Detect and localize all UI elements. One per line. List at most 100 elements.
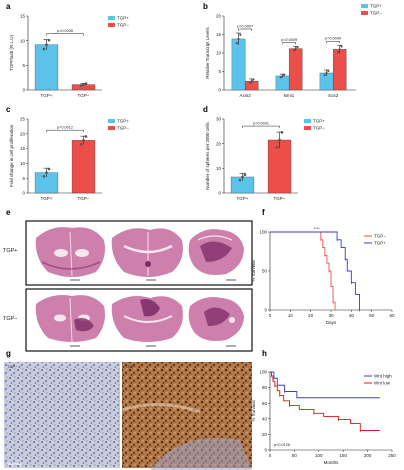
data-point-a-0-1	[45, 43, 48, 46]
x-tick-label-f: 30	[328, 313, 334, 318]
data-point-c-1-1	[82, 139, 85, 142]
x-tick-label-h: 200	[364, 453, 372, 458]
legend-label-c-0: TGP+	[117, 119, 129, 124]
survival-curve-h-0	[270, 371, 380, 399]
survival-curve-f-1	[270, 231, 360, 310]
legend-swatch-b-0	[361, 4, 368, 8]
panel-letter-f: f	[262, 208, 265, 217]
legend-swatch-d-1	[304, 126, 311, 130]
chart-a: 0 5 10 15 TOPFlash (R.L.U) TGP+ TGP− p=0.0035 TG…	[9, 14, 129, 98]
y-tick-label-b: 5	[218, 69, 221, 74]
data-point-a-0-2	[47, 38, 51, 42]
data-point-a-1-2	[84, 82, 88, 85]
legend-label-h-1: Wnt low	[374, 381, 391, 386]
data-point-b-2-0-1	[325, 71, 328, 75]
y-tick-label-h: 0	[264, 448, 267, 453]
y-axis-label-h: % Survival	[251, 400, 256, 421]
chart-f: 0 50 100 % Survival 0 10 20 30 40 50 60 Days TGP− TGP…	[251, 227, 395, 325]
legend-label-h-0: Wnt high	[374, 374, 392, 379]
data-point-b-1-0-2	[283, 73, 286, 76]
y-tick-label-a: 5	[22, 63, 25, 68]
legend-label-f-1: TGP+	[374, 241, 386, 246]
legend-label-d-1: TGP−	[313, 126, 325, 131]
y-tick-label-h: 60	[262, 401, 268, 406]
legend-label-f-0: TGP−	[374, 234, 386, 239]
legend-swatch-b-1	[361, 11, 368, 15]
legend-label-a-1: TGP−	[117, 23, 129, 28]
y-axis-label-c: Fold change in cell proliferation	[9, 124, 14, 187]
bar-d-1	[267, 139, 292, 194]
he-section-coronal-forebrain-tgp-pos	[35, 227, 105, 277]
data-point-b-2-0-0	[323, 73, 326, 77]
chart-d: 0 10 20 30 Number of spheres per 2000 cells T…	[205, 117, 325, 201]
significance-f: ****	[314, 227, 320, 231]
data-point-d-1-2	[280, 131, 284, 134]
data-point-c-1-0	[79, 143, 83, 146]
y-tick-label-c: 25	[20, 117, 26, 122]
data-point-b-0-0-0	[235, 41, 238, 45]
data-point-d-1-1	[278, 138, 281, 142]
data-point-c-0-0	[42, 175, 46, 178]
significance-bracket-b-2	[326, 40, 340, 44]
y-tick-label-h: 40	[262, 416, 268, 421]
x-tick-label-f: 0	[269, 313, 272, 318]
x-tick-label-h: 150	[339, 453, 347, 458]
y-tick-label-c: 15	[20, 146, 26, 151]
panel-letter-d: d	[203, 105, 208, 114]
data-point-b-1-0-0	[279, 76, 282, 79]
y-tick-label-c: 0	[22, 191, 25, 196]
data-point-b-2-0-2	[327, 69, 330, 73]
ihc-panel: TGP− TGP+	[4, 362, 252, 470]
he-section-coronal-hindbrain-tgp-pos	[188, 229, 244, 275]
chart-c: 0 5 10 15 20 25 Fold change in cell proliferat…	[9, 117, 129, 201]
he-row-frame-tgp-pos	[25, 220, 253, 286]
p-value-b-2: p=0.0009	[325, 37, 341, 41]
x-tick-label-b: Axin2	[239, 93, 251, 98]
he-row-label-tgp-pos: TGP+	[3, 248, 18, 254]
p-value-c: p=0.0012	[57, 126, 73, 130]
x-axis-label-h: Months	[324, 460, 340, 465]
he-brain-panel: TGP+ TGP−	[3, 220, 253, 352]
significance-bracket-d	[242, 125, 280, 129]
legend-label-c-1: TGP−	[117, 126, 129, 131]
legend-label-b-1: TGP−	[370, 11, 382, 16]
survival-curve-h-1	[270, 371, 380, 431]
x-tick-label-f: 20	[308, 313, 314, 318]
y-tick-label-c: 10	[20, 161, 26, 166]
data-point-b-1-1-0	[292, 49, 296, 52]
significance-bracket-b-0	[238, 28, 252, 32]
y-tick-label-b: 20	[216, 14, 222, 19]
y-tick-label-d: 20	[216, 141, 222, 146]
data-point-b-0-0-1	[237, 37, 240, 41]
panel-letter-c: c	[6, 105, 11, 114]
data-point-b-0-0-2	[239, 33, 242, 36]
legend-swatch-c-0	[108, 119, 115, 123]
x-tick-label-h: 0	[269, 453, 272, 458]
significance-bracket-b-1	[282, 42, 296, 45]
x-tick-label-h: 50	[292, 453, 298, 458]
y-tick-label-f: 0	[264, 308, 267, 313]
bar-b-1-1	[288, 48, 303, 91]
p-value-b-0: p=0.0007	[237, 25, 253, 29]
legend-swatch-d-0	[304, 119, 311, 123]
x-tick-label-f: 50	[369, 313, 375, 318]
y-tick-label-c: 20	[20, 131, 26, 136]
x-tick-label-d: TGP−	[274, 196, 286, 201]
ihc-image-tgp-neg	[4, 362, 120, 468]
y-axis-label-f: % Survival	[251, 260, 256, 281]
bar-b-0-0	[231, 38, 246, 91]
bar-b-2-1	[332, 49, 347, 91]
data-point-c-0-1	[45, 171, 48, 174]
panel-letter-g: g	[6, 349, 11, 358]
y-tick-label-b: 10	[216, 51, 222, 56]
y-tick-label-c: 5	[22, 176, 25, 181]
y-tick-label-b: 15	[216, 32, 222, 37]
x-tick-label-d: TGP+	[237, 196, 249, 201]
p-value-a: p=0.0035	[57, 29, 73, 33]
y-tick-label-d: 30	[216, 117, 222, 122]
p-value-b-1: p=0.0009	[281, 38, 297, 42]
data-point-d-0-2	[243, 173, 247, 177]
data-point-b-2-1-1	[338, 48, 341, 51]
y-axis-label-d: Number of spheres per 2000 cells	[205, 121, 210, 189]
